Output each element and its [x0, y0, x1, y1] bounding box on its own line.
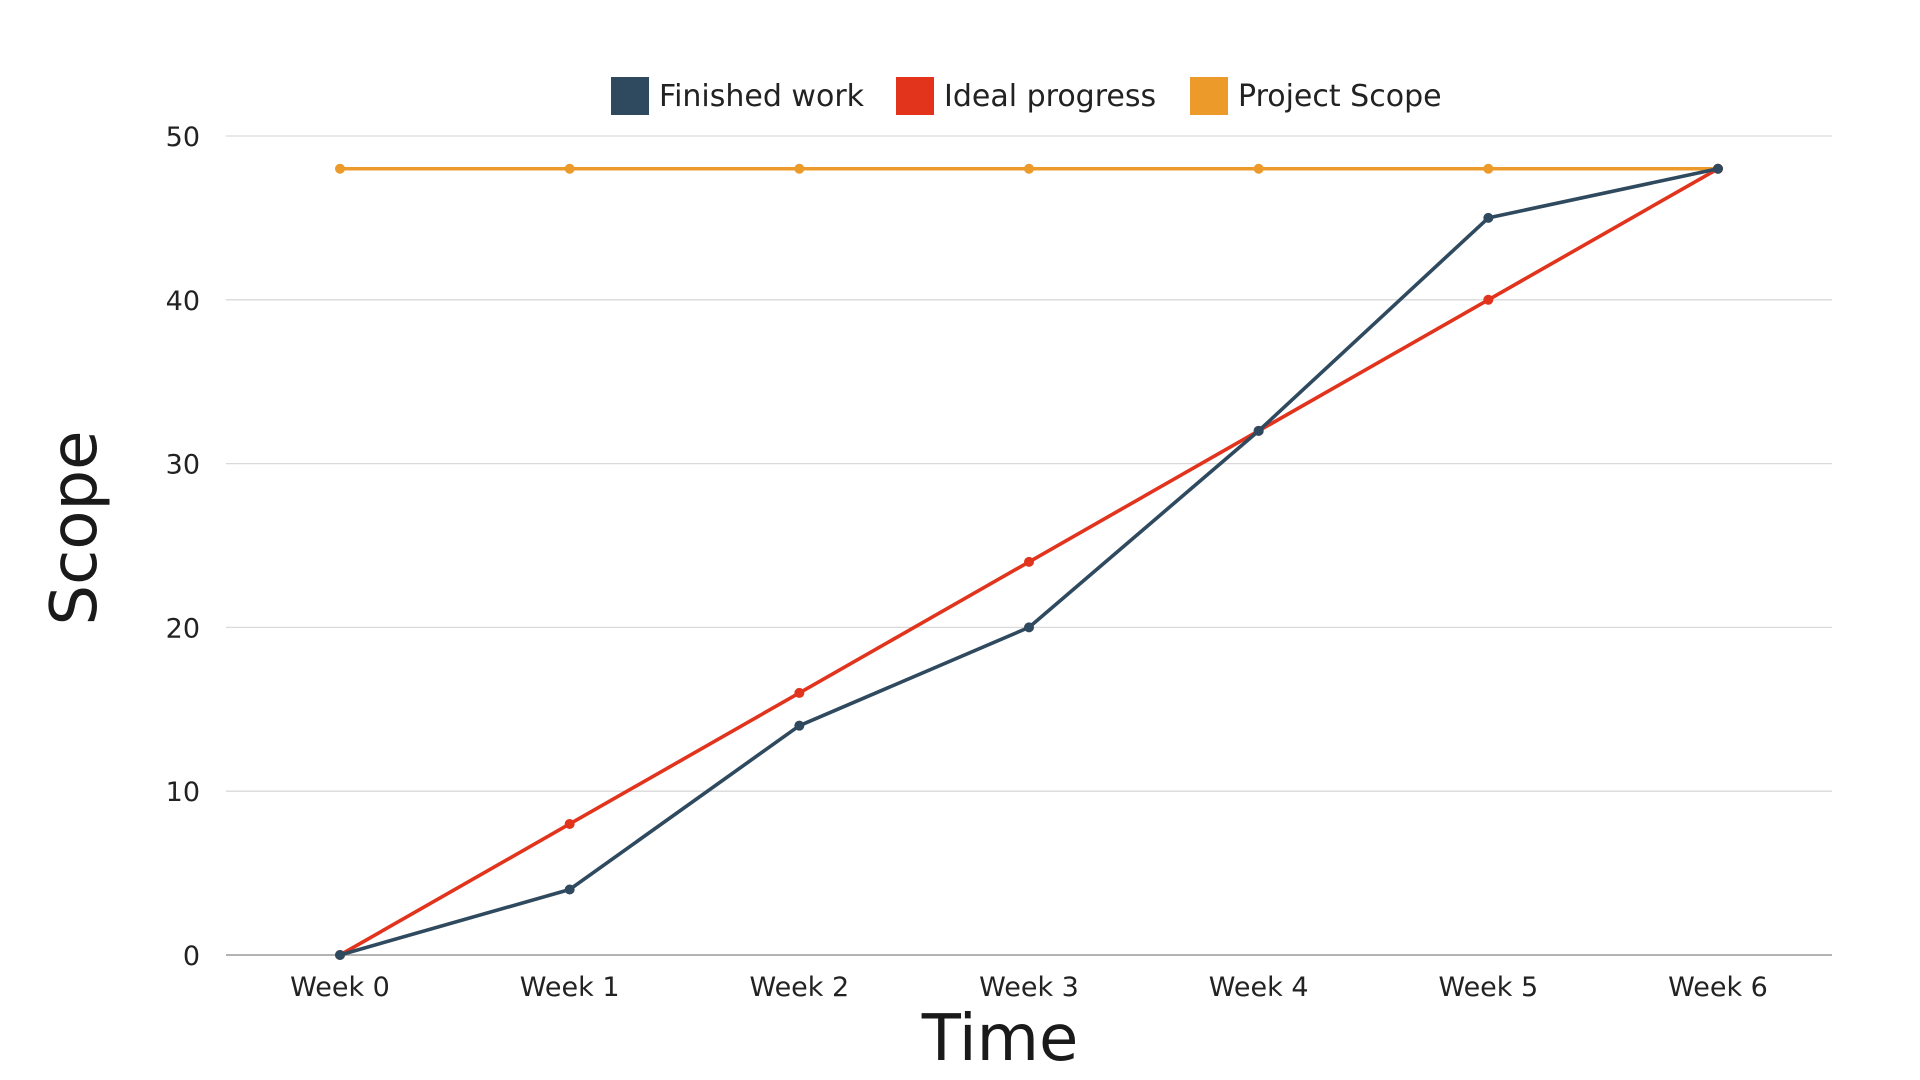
data-point — [1483, 163, 1494, 174]
data-point — [794, 163, 805, 174]
data-point — [1024, 556, 1034, 567]
x-axis-ticks: Week 0 Week 1 Week 2 Week 3 Week 4 Week 5 Week… — [290, 972, 1768, 1003]
x-tick-label: Week 3 — [979, 972, 1079, 1003]
data-point — [564, 884, 575, 895]
gridlines — [226, 135, 1832, 956]
x-axis-title: Time — [921, 1002, 1079, 1076]
legend-label: Project Scope — [1238, 79, 1442, 114]
data-point — [335, 163, 345, 174]
series-lines — [335, 163, 1723, 960]
y-axis-ticks: 0 10 20 30 40 50 — [166, 122, 200, 972]
data-point — [1713, 163, 1723, 174]
data-point — [564, 163, 575, 174]
y-axis-title: Scope — [38, 431, 112, 626]
y-tick-label: 10 — [166, 777, 200, 808]
legend-swatch — [1190, 77, 1228, 115]
legend-swatch — [611, 77, 649, 115]
x-tick-label: Week 0 — [290, 972, 390, 1003]
data-point — [335, 950, 345, 960]
x-tick-label: Week 1 — [520, 972, 620, 1003]
data-point — [1253, 163, 1264, 174]
y-tick-label: 40 — [166, 286, 200, 317]
data-point — [1253, 425, 1264, 436]
legend-label: Ideal progress — [944, 79, 1156, 114]
legend-swatch — [896, 77, 934, 115]
y-tick-label: 30 — [166, 450, 200, 481]
series-2 — [335, 163, 1723, 174]
legend: Finished work Ideal progress Project Scope — [611, 77, 1442, 115]
legend-label: Finished work — [659, 79, 865, 114]
y-tick-label: 20 — [166, 613, 200, 644]
legend-item: Ideal progress — [896, 77, 1156, 115]
data-point — [794, 687, 805, 698]
data-point — [1024, 622, 1034, 633]
y-tick-label: 0 — [183, 941, 200, 972]
data-point — [1024, 163, 1034, 174]
x-tick-label: Week 5 — [1438, 972, 1538, 1003]
data-point — [1483, 212, 1494, 223]
series-1 — [335, 163, 1723, 960]
legend-item: Project Scope — [1190, 77, 1442, 115]
y-tick-label: 50 — [166, 122, 200, 153]
data-point — [1483, 294, 1494, 305]
series-0 — [335, 163, 1723, 960]
data-point — [564, 818, 575, 829]
x-tick-label: Week 2 — [749, 972, 849, 1003]
x-tick-label: Week 4 — [1209, 972, 1309, 1003]
data-point — [794, 720, 805, 731]
x-tick-label: Week 6 — [1668, 972, 1768, 1003]
legend-item: Finished work — [611, 77, 865, 115]
